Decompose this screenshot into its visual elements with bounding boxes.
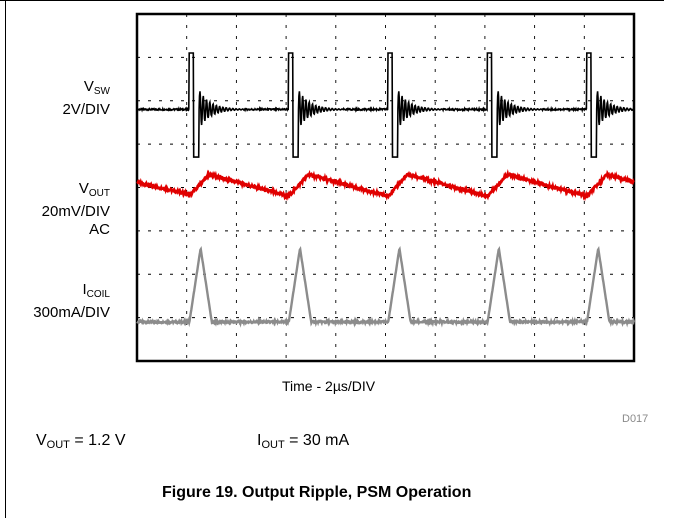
figure-caption: Figure 19. Output Ripple, PSM Operation xyxy=(162,484,472,501)
page-frame-top xyxy=(0,0,664,1)
vout-channel-label: VOUT 20mV/DIV AC xyxy=(41,180,110,238)
vsw-trace xyxy=(136,52,635,158)
x-axis-label: Time - 2µs/DIV xyxy=(282,378,376,394)
icoil-channel-label: ICOIL 300mA/DIV xyxy=(33,281,110,321)
vout-trace xyxy=(136,169,635,202)
plot-border xyxy=(135,12,636,363)
iout-condition: IOUT = 30 mA xyxy=(257,432,350,451)
vout-condition: VOUT = 1.2 V xyxy=(36,432,126,451)
icoil-trace xyxy=(136,246,636,328)
figure-code: D017 xyxy=(622,413,649,425)
page-frame-left xyxy=(5,0,6,518)
vsw-channel-label: VSW 2V/DIV xyxy=(62,78,110,118)
